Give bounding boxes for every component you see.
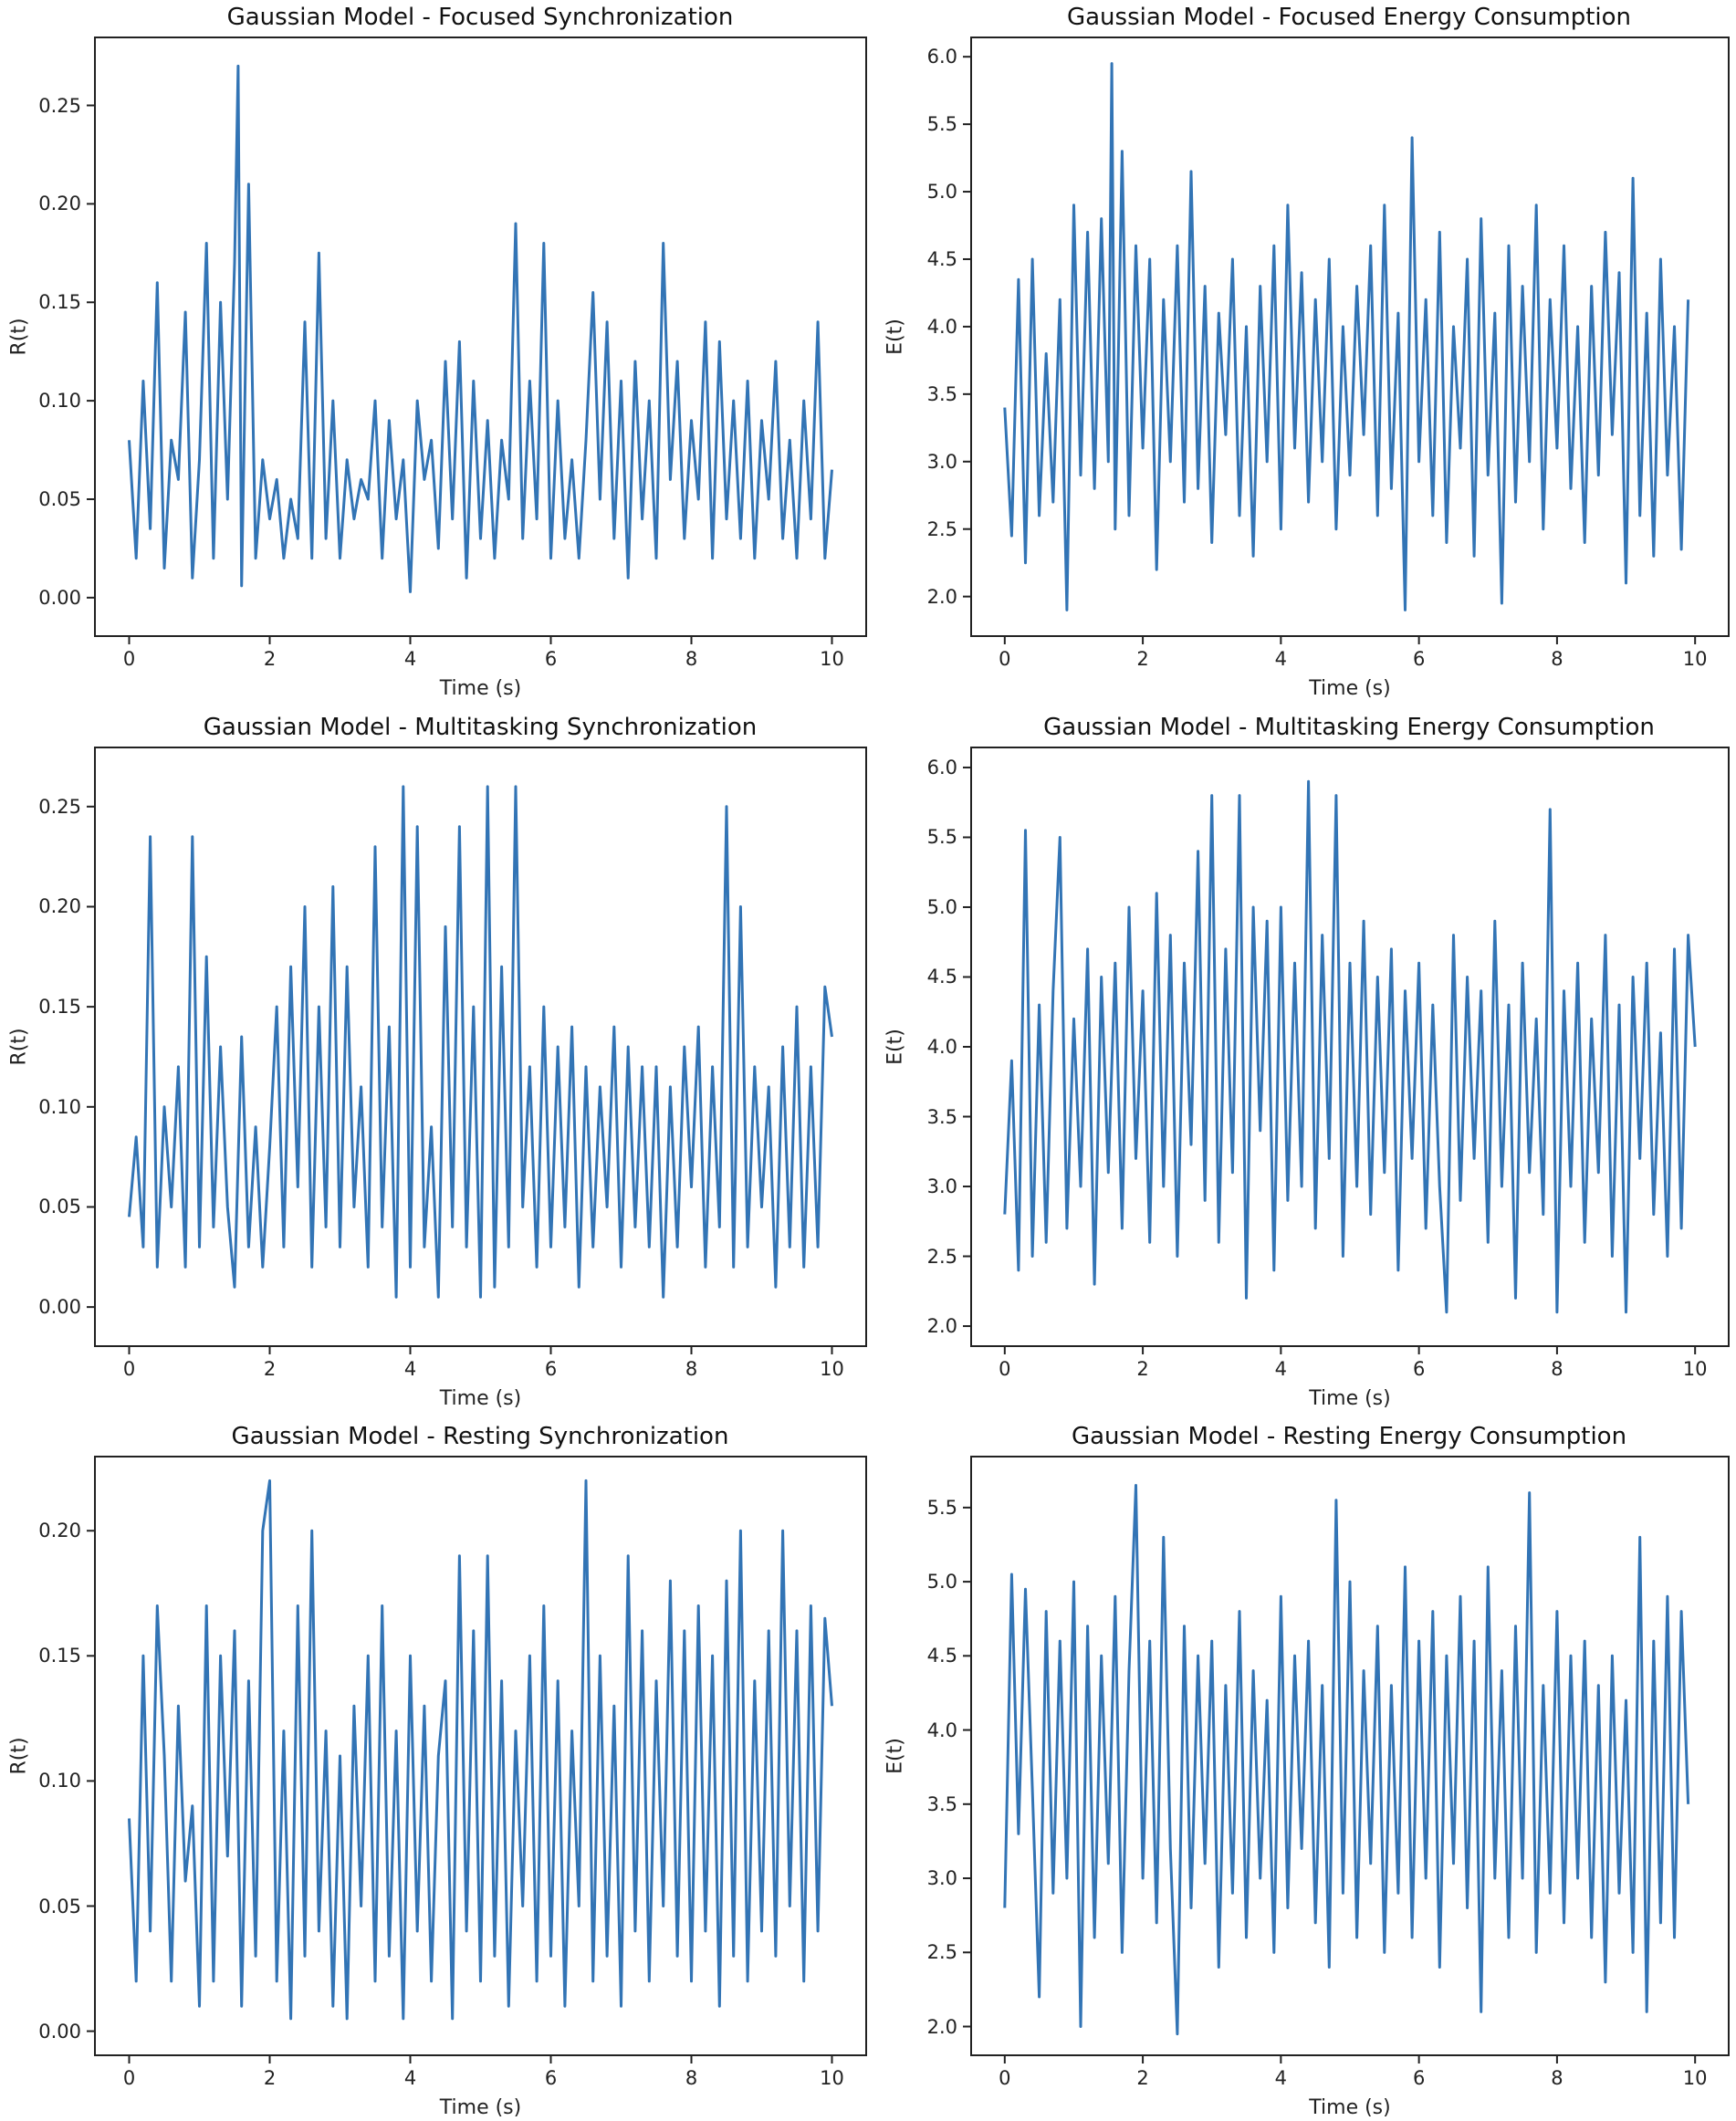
y-tick-label: 3.5 bbox=[926, 382, 957, 405]
x-tick-label: 2 bbox=[263, 2067, 277, 2089]
y-tick-label: 2.0 bbox=[926, 2015, 957, 2038]
x-tick-label: 4 bbox=[1274, 648, 1288, 670]
y-tick-label: 0.00 bbox=[38, 2020, 81, 2043]
y-tick-label: 0.20 bbox=[38, 1520, 81, 1542]
x-axis-label: Time (s) bbox=[1309, 677, 1391, 700]
y-tick-label: 6.0 bbox=[926, 756, 957, 778]
x-tick-label: 8 bbox=[685, 648, 698, 670]
x-tick-label: 10 bbox=[820, 1358, 844, 1380]
y-tick-label: 4.5 bbox=[926, 966, 957, 988]
y-tick-label: 2.0 bbox=[926, 1315, 957, 1338]
y-tick-label: 0.25 bbox=[38, 94, 81, 117]
x-tick-label: 6 bbox=[1412, 2067, 1426, 2089]
y-tick-label: 4.5 bbox=[926, 1645, 957, 1667]
y-tick-label: 0.10 bbox=[38, 1770, 81, 1792]
y-tick-label: 0.00 bbox=[38, 1296, 81, 1319]
x-tick-label: 2 bbox=[263, 648, 277, 670]
y-tick-label: 0.05 bbox=[38, 1895, 81, 1917]
y-tick-label: 5.0 bbox=[926, 1571, 957, 1593]
x-tick-label: 8 bbox=[1551, 1358, 1563, 1380]
y-tick-label: 4.0 bbox=[926, 1719, 957, 1741]
y-tick-label: 0.15 bbox=[38, 291, 81, 314]
y-tick-label: 5.0 bbox=[926, 181, 957, 204]
y-tick-label: 2.5 bbox=[926, 517, 957, 540]
x-tick-label: 2 bbox=[1136, 648, 1149, 670]
y-tick-label: 5.5 bbox=[926, 826, 957, 849]
x-axis-label: Time (s) bbox=[1309, 1387, 1391, 1410]
y-tick-label: 3.5 bbox=[926, 1792, 957, 1815]
y-tick-label: 0.20 bbox=[38, 895, 81, 918]
x-axis-label: Time (s) bbox=[439, 2096, 522, 2119]
x-axis-label: Time (s) bbox=[439, 1387, 522, 1410]
x-tick-label: 2 bbox=[1136, 2067, 1149, 2089]
x-tick-label: 10 bbox=[820, 2067, 844, 2089]
x-tick-label: 4 bbox=[403, 2067, 417, 2089]
subplot-title: Gaussian Model - Resting Energy Consumpt… bbox=[1071, 1423, 1627, 1450]
subplot-title: Gaussian Model - Focused Energy Consumpt… bbox=[1066, 4, 1632, 31]
y-tick-label: 0.25 bbox=[38, 795, 81, 818]
y-tick-label: 4.0 bbox=[926, 315, 957, 338]
y-tick-label: 3.0 bbox=[926, 1175, 957, 1198]
x-tick-label: 10 bbox=[1682, 1358, 1708, 1380]
x-tick-label: 8 bbox=[685, 1358, 698, 1380]
y-tick-label: 0.05 bbox=[38, 487, 81, 510]
x-tick-label: 6 bbox=[544, 648, 558, 670]
x-tick-label: 4 bbox=[403, 648, 417, 670]
subplot-title: Gaussian Model - Multitasking Energy Con… bbox=[1043, 714, 1655, 741]
y-tick-label: 3.0 bbox=[926, 450, 957, 473]
x-tick-label: 0 bbox=[999, 1358, 1011, 1380]
y-tick-label: 0.15 bbox=[38, 1645, 81, 1667]
y-tick-label: 0.00 bbox=[38, 586, 81, 609]
x-tick-label: 0 bbox=[999, 648, 1011, 670]
y-tick-label: 4.5 bbox=[926, 247, 957, 270]
y-tick-label: 0.20 bbox=[38, 193, 81, 215]
subplot-title: Gaussian Model - Focused Synchronization bbox=[226, 4, 734, 31]
y-tick-label: 2.5 bbox=[926, 1245, 957, 1268]
x-tick-label: 2 bbox=[1136, 1358, 1149, 1380]
subplot-title: Gaussian Model - Resting Synchronization bbox=[231, 1423, 729, 1450]
x-tick-label: 0 bbox=[122, 2067, 136, 2089]
y-tick-label: 5.5 bbox=[926, 113, 957, 136]
x-tick-label: 0 bbox=[122, 1358, 136, 1380]
y-tick-label: 5.0 bbox=[926, 895, 957, 918]
x-axis-label: Time (s) bbox=[439, 677, 522, 700]
y-tick-label: 2.0 bbox=[926, 585, 957, 608]
x-tick-label: 6 bbox=[544, 2067, 558, 2089]
x-tick-label: 0 bbox=[122, 648, 136, 670]
x-tick-label: 4 bbox=[1274, 1358, 1288, 1380]
x-tick-label: 4 bbox=[403, 1358, 417, 1380]
x-tick-label: 10 bbox=[1682, 648, 1708, 670]
y-tick-label: 0.10 bbox=[38, 1095, 81, 1118]
y-axis-label: E(t) bbox=[884, 1738, 907, 1774]
x-tick-label: 2 bbox=[263, 1358, 277, 1380]
plot-area bbox=[970, 1456, 1730, 2056]
x-tick-label: 4 bbox=[1274, 2067, 1288, 2089]
x-axis-label: Time (s) bbox=[1309, 2096, 1391, 2119]
y-tick-label: 3.0 bbox=[926, 1867, 957, 1890]
x-tick-label: 8 bbox=[1551, 2067, 1563, 2089]
x-tick-label: 10 bbox=[820, 648, 844, 670]
x-tick-label: 0 bbox=[999, 2067, 1011, 2089]
y-tick-label: 0.15 bbox=[38, 996, 81, 1019]
y-tick-label: 6.0 bbox=[926, 46, 957, 68]
y-tick-label: 2.5 bbox=[926, 1941, 957, 1964]
x-tick-label: 6 bbox=[544, 1358, 558, 1380]
y-tick-label: 0.10 bbox=[38, 390, 81, 413]
y-tick-label: 3.5 bbox=[926, 1105, 957, 1128]
x-tick-label: 6 bbox=[1412, 648, 1426, 670]
y-tick-label: 5.5 bbox=[926, 1496, 957, 1519]
y-tick-label: 4.0 bbox=[926, 1036, 957, 1058]
x-tick-label: 6 bbox=[1412, 1358, 1426, 1380]
x-tick-label: 8 bbox=[1551, 648, 1563, 670]
x-tick-label: 10 bbox=[1682, 2067, 1708, 2089]
x-tick-label: 8 bbox=[685, 2067, 698, 2089]
y-tick-label: 0.05 bbox=[38, 1196, 81, 1218]
subplot-title: Gaussian Model - Multitasking Synchroniz… bbox=[203, 714, 758, 741]
